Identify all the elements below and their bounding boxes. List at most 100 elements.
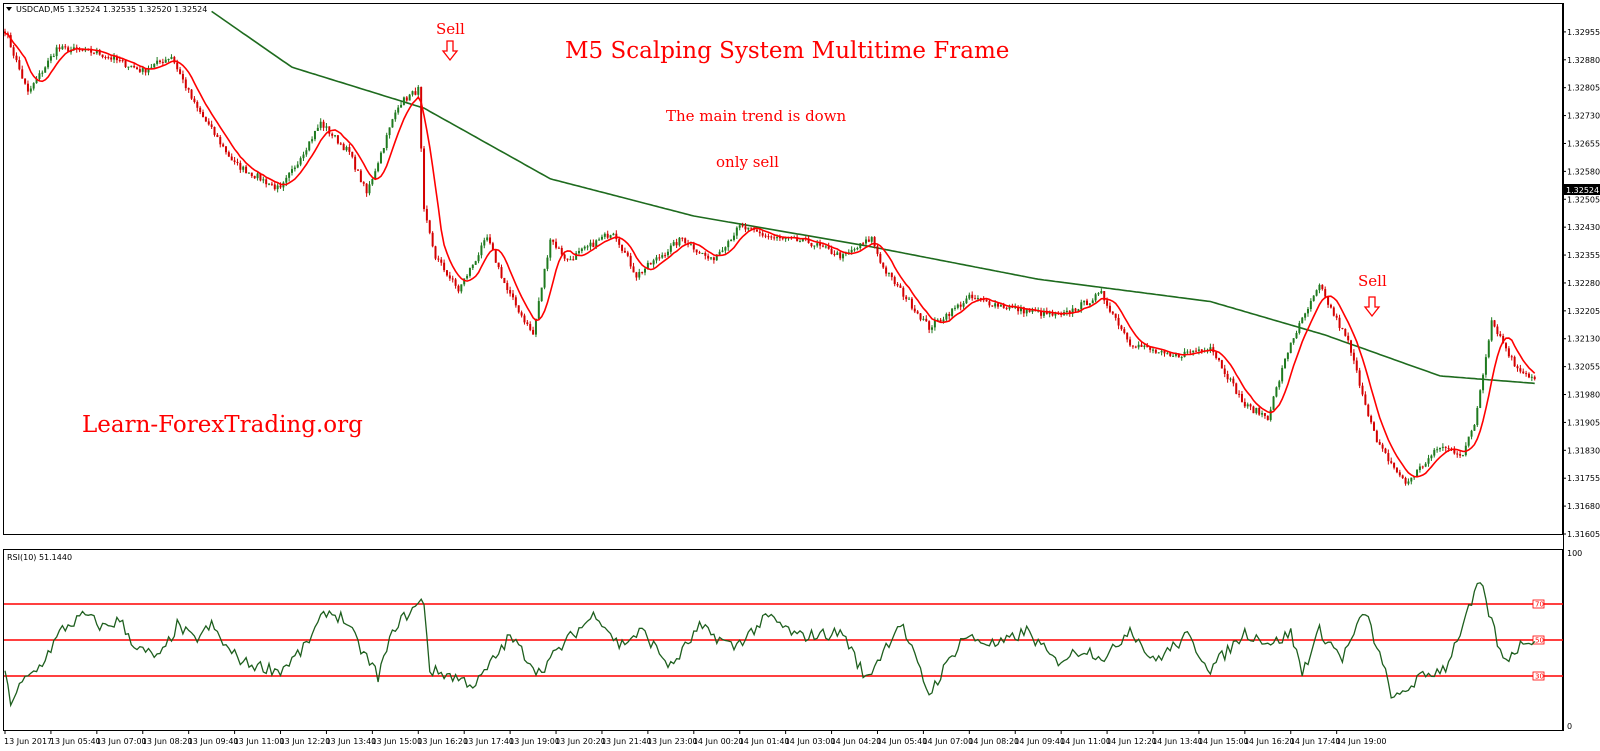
candle-body [1074, 308, 1077, 311]
candle-body [1456, 453, 1459, 455]
candle-body [850, 249, 853, 253]
rsi-level-label: 70 [1535, 601, 1544, 609]
candle-body [999, 304, 1002, 307]
candle-body [669, 245, 672, 252]
candle-body [52, 56, 55, 58]
candle-body [1312, 295, 1315, 301]
candle-body [351, 151, 354, 157]
candle-body [1174, 353, 1177, 356]
candle-body [1281, 367, 1284, 382]
candle-body [233, 160, 236, 162]
candle-body [1430, 455, 1433, 459]
candle-body [646, 262, 649, 269]
triangle-down-icon[interactable] [6, 7, 12, 11]
candle-body [681, 237, 684, 239]
candle-body [483, 240, 486, 246]
candle-body [600, 236, 603, 240]
candle-body [1249, 404, 1252, 407]
candle-body [732, 235, 735, 240]
candle-body [12, 47, 15, 56]
candle-body [939, 319, 942, 322]
candle-body [885, 267, 888, 274]
candle-body [167, 59, 170, 61]
candle-body [90, 48, 93, 53]
candle-body [1476, 407, 1479, 426]
candle-body [1381, 444, 1384, 449]
candle-body [308, 141, 311, 151]
candle-body [471, 264, 474, 269]
candle-body [945, 313, 948, 320]
candle-body [727, 241, 730, 248]
candle-body [578, 251, 580, 254]
candle-body [273, 184, 276, 190]
candle-body [623, 250, 626, 253]
time-tick-label: 13 Jun 05:40 [50, 737, 101, 746]
candle-body [133, 65, 136, 68]
candle-body [1329, 304, 1332, 308]
candle-body [1439, 447, 1441, 450]
time-tick-label: 13 Jun 20:20 [555, 737, 606, 746]
candle-body [339, 143, 342, 145]
candle-body [655, 257, 658, 261]
candle-body [997, 303, 1000, 307]
candle-body [1295, 332, 1298, 339]
candle-body [1484, 357, 1487, 375]
sell-signal-label-1: Sell [436, 20, 465, 38]
candle-body [216, 134, 219, 138]
candle-body [204, 117, 207, 122]
candle-body [704, 252, 707, 256]
candle-body [1140, 344, 1143, 347]
current-price-tag: 1.32524 [1566, 186, 1599, 195]
candle-body [1470, 430, 1473, 437]
candle-body [569, 259, 572, 261]
candle-body [859, 243, 862, 248]
symbol-ohlc-label: USDCAD,M5 1.32524 1.32535 1.32520 1.3252… [16, 5, 207, 14]
rsi-level-tag [1532, 635, 1545, 645]
time-tick-label: 13 Jun 07:00 [96, 737, 147, 746]
candle-body [1459, 454, 1462, 456]
candle-body [1197, 349, 1200, 351]
candle-body [598, 239, 601, 241]
candle-body [1048, 312, 1051, 315]
candle-body [265, 179, 268, 185]
candle-body [1467, 436, 1470, 446]
price-tick-label: 1.32130 [1567, 335, 1600, 344]
candle-body [374, 171, 377, 180]
time-tick-label: 14 Jun 15:00 [1198, 737, 1249, 746]
candle-body [1019, 307, 1022, 312]
candle-body [1129, 339, 1132, 346]
candle-body [322, 121, 325, 128]
candle-body [500, 267, 503, 278]
candle-body [477, 255, 480, 262]
candle-body [302, 154, 305, 159]
candle-body [451, 278, 454, 280]
candle-body [1395, 467, 1398, 473]
candle-body [1054, 313, 1057, 316]
candle-body [296, 164, 299, 168]
candle-body [994, 303, 997, 307]
candle-body [1499, 334, 1502, 336]
time-tick-label: 14 Jun 05:40 [876, 737, 927, 746]
candle-body [179, 69, 182, 74]
slow-ma-layer [211, 10, 1535, 385]
candle-body [1255, 407, 1258, 414]
candle-body [1097, 293, 1100, 295]
candle-body [448, 275, 451, 279]
candle-body [279, 185, 282, 188]
candle-body [887, 272, 890, 274]
candle-body [626, 252, 629, 256]
candle-body [460, 284, 463, 292]
candle-body [44, 67, 47, 73]
candle-body [336, 135, 339, 144]
candle-body [971, 294, 974, 299]
candle-body [549, 239, 552, 258]
candle-body [865, 239, 867, 244]
time-tick-label: 14 Jun 19:00 [1336, 737, 1387, 746]
candle-body [147, 68, 150, 73]
candle-body [1123, 329, 1126, 333]
candle-body [661, 255, 664, 258]
candle-body [474, 261, 477, 265]
candle-body [1169, 353, 1172, 356]
candle-body [546, 257, 549, 269]
time-tick-label: 13 Jun 12:20 [280, 737, 331, 746]
